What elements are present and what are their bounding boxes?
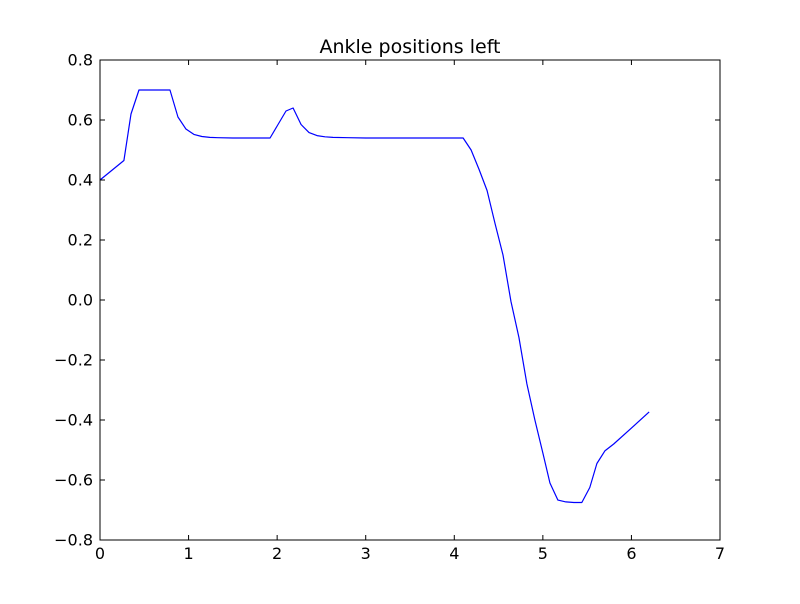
y-tick-label: 0.8: [68, 51, 93, 70]
x-tick-label: 1: [183, 544, 193, 563]
y-tick-label: 0.6: [68, 111, 93, 130]
series-line-0: [99, 89, 650, 504]
plot-background: [100, 60, 720, 540]
chart-title: Ankle positions left: [319, 36, 500, 58]
x-tick-label: 3: [361, 544, 371, 563]
x-tick-label: 0: [95, 544, 105, 563]
y-tick-label: −0.8: [54, 531, 93, 550]
y-tick-label: −0.2: [54, 351, 93, 370]
series-layer: [99, 89, 650, 504]
y-tick-label: −0.6: [54, 471, 93, 490]
y-tick-label: 0.4: [68, 171, 93, 190]
x-tick-label: 2: [272, 544, 282, 563]
y-tick-label: 0.0: [68, 291, 93, 310]
x-tick-label: 6: [626, 544, 636, 563]
x-tick-label: 5: [538, 544, 548, 563]
y-tick-label: −0.4: [54, 411, 93, 430]
x-tick-label: 7: [715, 544, 725, 563]
x-tick-labels: 0 1 2 3 4 5 6 7: [95, 544, 725, 563]
y-tick-labels: −0.8 −0.6 −0.4 −0.2 0.0 0.2 0.4 0.6 0.8: [54, 51, 93, 550]
plot-frame: [99, 59, 721, 541]
x-tick-label: 4: [449, 544, 459, 563]
y-tick-label: 0.2: [68, 231, 93, 250]
